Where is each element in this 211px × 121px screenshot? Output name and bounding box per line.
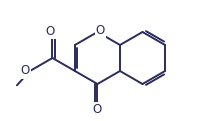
Text: O: O [46,25,55,38]
Text: O: O [93,103,102,116]
Text: O: O [20,64,30,77]
Text: O: O [96,24,105,38]
